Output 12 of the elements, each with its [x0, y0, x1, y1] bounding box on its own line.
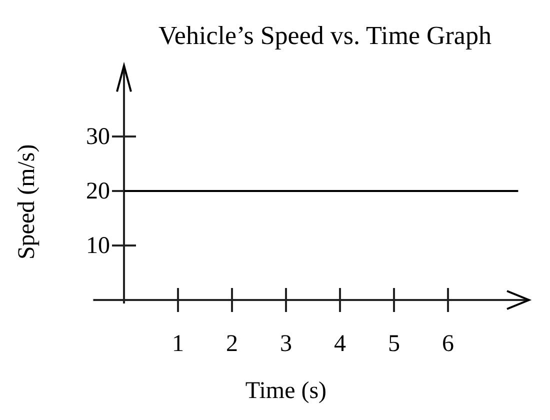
- y-tick-label: 30: [86, 124, 110, 150]
- x-axis-title: Time (s): [245, 378, 327, 404]
- x-tick-label: 5: [388, 331, 400, 358]
- chart-title: Vehicle’s Speed vs. Time Graph: [158, 21, 492, 50]
- y-tick-label: 10: [86, 233, 110, 260]
- x-tick-label: 6: [442, 331, 454, 358]
- x-tick-label: 3: [280, 331, 292, 358]
- x-tick-label: 4: [334, 331, 346, 358]
- y-axis-title: Speed (m/s): [14, 144, 40, 260]
- y-tick-label: 20: [86, 178, 110, 205]
- x-tick-label: 1: [172, 331, 184, 358]
- x-tick-label: 2: [226, 331, 238, 358]
